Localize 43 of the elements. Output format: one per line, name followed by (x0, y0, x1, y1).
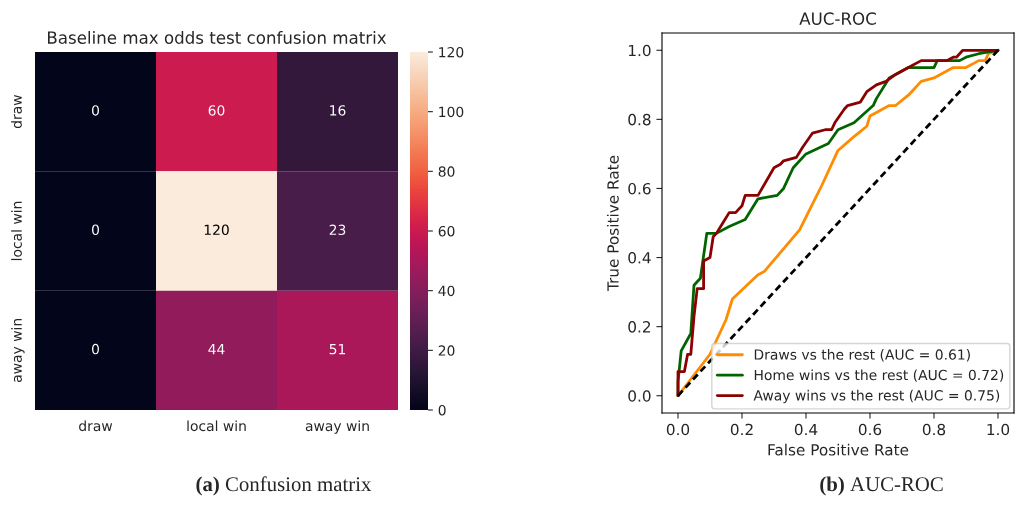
x-tick-label: 0.0 (666, 423, 690, 436)
text: (b) AUC-ROC (820, 476, 943, 496)
x-tick-label: local win (187, 420, 246, 432)
color-bar-label: 0 (438, 404, 446, 416)
x-tick-label: away win (305, 420, 369, 434)
legend-label: Away wins vs the rest (AUC = 0.75) (753, 389, 1000, 404)
x-axis-title: False Positive Rate (768, 443, 909, 456)
color-bar-label: 40 (438, 285, 455, 297)
data-label: 60 (208, 105, 225, 116)
y-tick-label: 0.2 (628, 321, 651, 333)
data-label: 23 (329, 224, 346, 236)
text: (a) Confusion matrix (196, 476, 372, 496)
x-tick-label: 0.8 (922, 423, 946, 436)
y-tick-label: 0.4 (628, 252, 651, 264)
data-label: 120 (204, 224, 229, 236)
y-tick-label: 1.0 (628, 44, 651, 57)
legend-label: Draws vs the rest (AUC = 0.61) (754, 349, 970, 362)
x-tick-label: 0.6 (858, 423, 882, 436)
x-tick-label: 1.0 (987, 423, 1010, 436)
y-tick-label: 0.8 (628, 113, 651, 126)
legend-label: Home wins vs the rest (AUC = 0.72) (754, 369, 1004, 382)
y-tick-label: away win (11, 318, 25, 383)
data-label: 16 (330, 105, 346, 116)
y-tick-label: local win (11, 201, 22, 261)
y-tick-label: draw (11, 95, 22, 129)
color-bar-label: 60 (438, 225, 455, 237)
color-bar-label: 20 (438, 345, 455, 356)
data-label: 44 (208, 344, 225, 355)
y-tick-label: 0.0 (628, 390, 651, 402)
color-bar-label: 100 (439, 106, 464, 118)
data-label: 51 (329, 344, 346, 355)
y-axis-title: True Positive Rate (606, 155, 619, 292)
x-tick-label: draw (79, 420, 113, 432)
data-label: 0 (92, 224, 99, 236)
color-bar-label: 80 (438, 166, 455, 177)
y-tick-label: 0.6 (628, 182, 651, 195)
x-tick-label: 0.2 (730, 423, 753, 436)
data-label: 0 (92, 343, 99, 355)
data-label: 0 (92, 105, 99, 116)
x-tick-label: 0.4 (794, 423, 818, 436)
color-bar-label: 120 (439, 46, 464, 58)
chart-title: Baseline max odds test confusion matrix (48, 31, 387, 44)
chart-title: AUC-ROC (799, 12, 876, 25)
